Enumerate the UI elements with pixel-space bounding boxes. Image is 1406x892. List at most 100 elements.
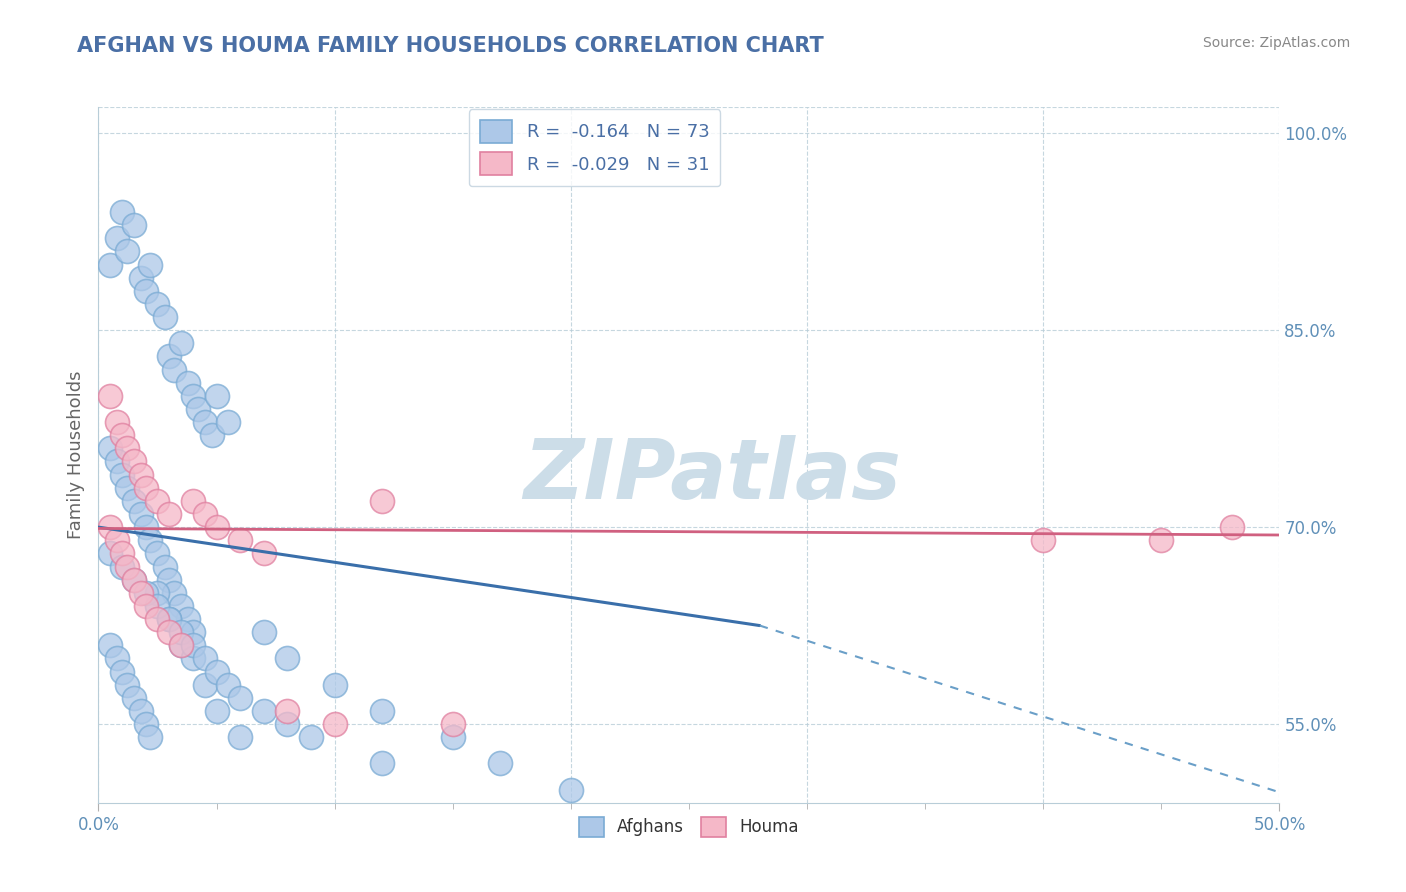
Point <box>115 559 138 574</box>
Point <box>98 638 121 652</box>
Point <box>135 599 157 613</box>
Point <box>323 717 346 731</box>
Point <box>111 467 134 482</box>
Point <box>139 258 162 272</box>
Point <box>115 678 138 692</box>
Point <box>177 612 200 626</box>
Point <box>299 730 322 744</box>
Point <box>122 690 145 705</box>
Point <box>135 520 157 534</box>
Point <box>194 678 217 692</box>
Point <box>135 481 157 495</box>
Point <box>157 350 180 364</box>
Point <box>115 442 138 456</box>
Point <box>1220 520 1243 534</box>
Point <box>98 389 121 403</box>
Point <box>122 454 145 468</box>
Point <box>111 665 134 679</box>
Point <box>157 612 180 626</box>
Point <box>105 231 128 245</box>
Point <box>276 717 298 731</box>
Point <box>105 533 128 548</box>
Point <box>163 362 186 376</box>
Point <box>194 507 217 521</box>
Point <box>122 573 145 587</box>
Point <box>146 586 169 600</box>
Point <box>1032 533 1054 548</box>
Point <box>122 573 145 587</box>
Point <box>276 651 298 665</box>
Point <box>122 494 145 508</box>
Text: Source: ZipAtlas.com: Source: ZipAtlas.com <box>1202 36 1350 50</box>
Point <box>441 717 464 731</box>
Point <box>276 704 298 718</box>
Point <box>371 704 394 718</box>
Point <box>129 586 152 600</box>
Point <box>135 284 157 298</box>
Point <box>157 507 180 521</box>
Point <box>229 690 252 705</box>
Point <box>181 638 204 652</box>
Point <box>129 467 152 482</box>
Point <box>98 520 121 534</box>
Legend: Afghans, Houma: Afghans, Houma <box>572 811 806 843</box>
Point <box>146 494 169 508</box>
Point <box>105 651 128 665</box>
Point <box>441 730 464 744</box>
Point <box>205 704 228 718</box>
Point <box>253 704 276 718</box>
Point <box>170 638 193 652</box>
Point <box>157 612 180 626</box>
Point <box>135 717 157 731</box>
Point <box>111 546 134 560</box>
Point <box>111 428 134 442</box>
Point <box>181 389 204 403</box>
Point <box>115 244 138 259</box>
Point <box>157 625 180 640</box>
Point <box>146 612 169 626</box>
Point <box>139 730 162 744</box>
Point <box>170 599 193 613</box>
Point <box>371 756 394 771</box>
Point <box>153 559 176 574</box>
Point <box>177 376 200 390</box>
Point <box>181 625 204 640</box>
Point <box>217 678 239 692</box>
Point <box>217 415 239 429</box>
Point <box>253 546 276 560</box>
Point <box>1150 533 1173 548</box>
Point <box>201 428 224 442</box>
Point <box>157 573 180 587</box>
Point <box>181 494 204 508</box>
Point <box>205 520 228 534</box>
Point <box>205 389 228 403</box>
Point <box>105 415 128 429</box>
Point <box>205 665 228 679</box>
Point <box>111 205 134 219</box>
Point <box>115 481 138 495</box>
Point <box>229 730 252 744</box>
Point <box>323 678 346 692</box>
Point <box>139 533 162 548</box>
Point <box>129 270 152 285</box>
Point <box>146 546 169 560</box>
Point <box>187 401 209 416</box>
Point <box>194 415 217 429</box>
Point <box>153 310 176 324</box>
Point <box>129 704 152 718</box>
Text: AFGHAN VS HOUMA FAMILY HOUSEHOLDS CORRELATION CHART: AFGHAN VS HOUMA FAMILY HOUSEHOLDS CORREL… <box>77 36 824 55</box>
Point <box>129 507 152 521</box>
Point <box>229 533 252 548</box>
Point <box>122 218 145 232</box>
Point <box>146 599 169 613</box>
Point <box>253 625 276 640</box>
Point <box>105 454 128 468</box>
Point <box>181 651 204 665</box>
Point <box>98 258 121 272</box>
Point <box>146 297 169 311</box>
Point <box>98 546 121 560</box>
Point <box>489 756 512 771</box>
Point <box>170 336 193 351</box>
Point <box>560 782 582 797</box>
Point <box>371 494 394 508</box>
